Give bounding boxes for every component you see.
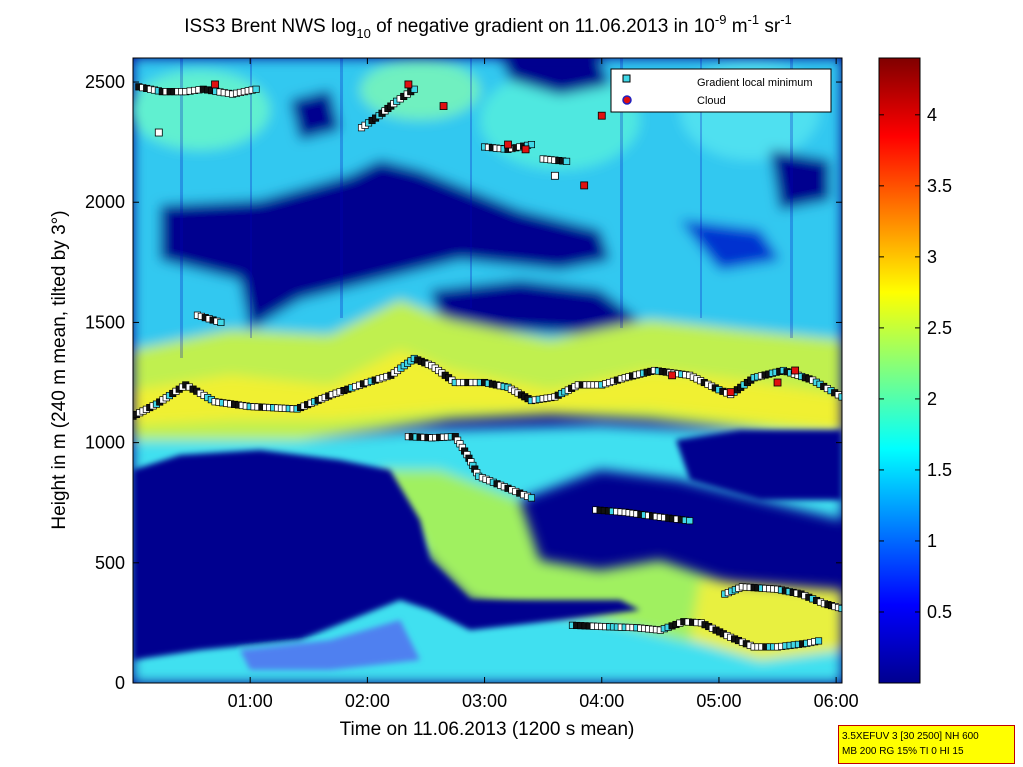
cloud-marker [504, 140, 512, 149]
chart-title: ISS3 Brent NWS log10 of negative gradien… [184, 12, 792, 41]
cloud-marker [580, 181, 589, 190]
legend-marker-gradient-minimum [622, 74, 631, 83]
legend-label-cloud: Cloud [697, 95, 726, 107]
x-tick-label: 03:00 [462, 691, 507, 711]
x-tick-label: 01:00 [228, 691, 273, 711]
gradient-minimum-marker [154, 128, 163, 137]
colorbar-tick-label: 0.5 [927, 602, 952, 622]
y-axis: 0 500 1000 1500 2000 2500 [85, 72, 842, 693]
legend: Gradient local minimum Cloud [610, 68, 832, 113]
legend-marker-cloud [622, 95, 632, 105]
y-tick-label: 2000 [85, 192, 125, 212]
x-tick-label: 06:00 [814, 691, 859, 711]
cloud-marker [773, 378, 782, 387]
colorbar [878, 57, 921, 684]
y-axis-title: Height in m (240 m mean, tilted by 3°) [49, 210, 70, 529]
x-tick-label: 02:00 [345, 691, 390, 711]
x-axis-title: Time on 11.06.2013 (1200 s mean) [340, 719, 635, 740]
gradient-minimum-marker [252, 85, 260, 93]
legend-box [610, 68, 832, 113]
cloud-marker [791, 366, 800, 375]
cloud-marker [211, 80, 219, 89]
gradient-minimum-marker [410, 85, 418, 93]
x-tick-label: 05:00 [696, 691, 741, 711]
colorbar-ticks: 0.5 1 1.5 2 2.5 3 3.5 4 [879, 105, 952, 622]
cloud-marker [521, 145, 530, 154]
colorbar-tick-label: 2.5 [927, 318, 952, 338]
gradient-minimum-marker [686, 517, 694, 525]
gradient-minimum-marker [550, 171, 559, 180]
colorbar-tick-label: 1.5 [927, 460, 952, 480]
info-box-line-2: MB 200 RG 15% TI 0 HI 15 [842, 746, 964, 757]
info-box: 3.5XEFUV 3 [30 2500] NH 600 MB 200 RG 15… [838, 725, 1015, 764]
plot-frame [132, 57, 843, 684]
markers-layer [133, 80, 842, 651]
info-box-line-1: 3.5XEFUV 3 [30 2500] NH 600 [842, 731, 979, 742]
y-tick-label: 500 [95, 553, 125, 573]
y-tick-label: 1500 [85, 312, 125, 332]
cloud-marker [597, 111, 606, 120]
colorbar-tick-label: 1 [927, 531, 937, 551]
legend-label-gradient-minimum: Gradient local minimum [697, 77, 813, 89]
y-tick-label: 1000 [85, 433, 125, 453]
colorbar-tick-label: 4 [927, 105, 937, 125]
y-tick-label: 2500 [85, 72, 125, 92]
gradient-minimum-marker [563, 157, 571, 165]
cloud-marker [439, 102, 448, 110]
x-axis: 01:00 02:00 03:00 04:00 05:00 06:00 [228, 58, 859, 711]
cloud-marker [668, 371, 676, 380]
gradient-minimum-marker [527, 140, 535, 149]
y-tick-label: 0 [115, 673, 125, 693]
gradient-minimum-marker [815, 637, 823, 645]
gradient-minimum-marker [527, 494, 535, 502]
cloud-marker [404, 80, 413, 89]
x-tick-label: 04:00 [579, 691, 624, 711]
colorbar-tick-label: 3.5 [927, 176, 952, 196]
gradient-minimum-marker [217, 318, 225, 326]
colorbar-tick-label: 3 [927, 247, 937, 267]
cloud-marker [726, 388, 735, 397]
colorbar-tick-label: 2 [927, 389, 937, 409]
